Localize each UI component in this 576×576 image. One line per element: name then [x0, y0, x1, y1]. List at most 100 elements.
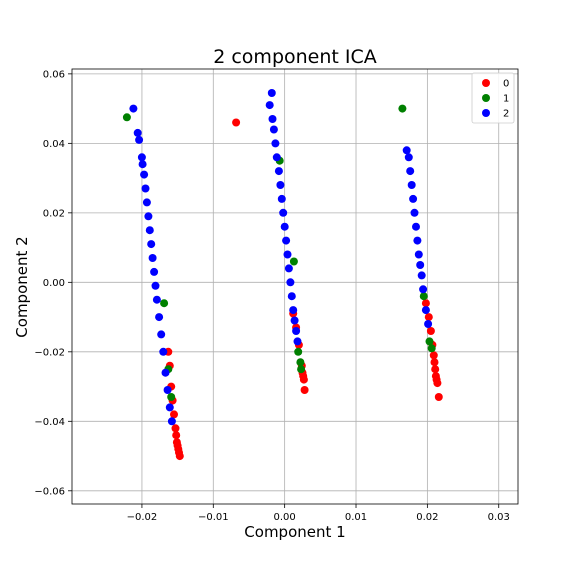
- scatter-point-1: [419, 292, 428, 301]
- x-axis-ticks: −0.02 −0.01 0.00 0.01 0.02 0.03: [127, 504, 510, 523]
- scatter-point-2: [289, 306, 298, 315]
- scatter-point-0: [300, 386, 309, 394]
- scatter-point-2: [142, 198, 151, 207]
- scatter-point-1: [294, 347, 303, 356]
- scatter-point-2: [277, 194, 286, 203]
- scatter-point-2: [409, 194, 418, 203]
- scatter-point-2: [424, 320, 433, 328]
- grid-lines: [72, 69, 518, 504]
- scatter-point-2: [283, 250, 292, 259]
- x-tick-label: 0.01: [345, 512, 367, 523]
- scatter-point-2: [135, 135, 144, 144]
- scatter-point-2: [144, 212, 153, 221]
- scatter-point-2: [268, 115, 277, 123]
- scatter-point-2: [269, 125, 278, 134]
- scatter-point-0: [172, 431, 181, 440]
- scatter-point-1: [297, 365, 306, 374]
- legend-label-2: 2: [503, 109, 509, 120]
- y-tick-label: −0.06: [34, 486, 65, 497]
- scatter-point-1: [122, 113, 131, 122]
- scatter-point-2: [155, 313, 164, 322]
- scatter-point-0: [429, 351, 438, 360]
- scatter-point-2: [150, 267, 159, 276]
- scatter-point-2: [280, 222, 289, 231]
- x-tick-label: −0.02: [127, 512, 158, 523]
- scatter-point-1: [398, 104, 407, 113]
- y-axis-ticks: −0.06 −0.04 −0.02 0.00 0.02 0.04 0.06: [34, 69, 72, 497]
- scatter-point-2: [286, 278, 295, 287]
- scatter-point-0: [175, 452, 184, 461]
- scatter-point-0: [426, 327, 435, 335]
- y-tick-label: −0.04: [34, 417, 65, 428]
- legend-box: [471, 72, 515, 124]
- scatter-point-2: [133, 128, 142, 137]
- scatter-point-2: [284, 264, 293, 273]
- scatter-point-0: [171, 424, 180, 433]
- x-tick-label: −0.01: [198, 512, 229, 523]
- scatter-point-2: [279, 208, 288, 217]
- chart-title: 2 component ICA: [213, 46, 377, 68]
- scatter-point-0: [170, 410, 178, 419]
- scatter-point-2: [165, 403, 174, 412]
- legend-marker-0: [482, 79, 490, 87]
- scatter-point-2: [414, 250, 423, 259]
- scatter-point-0: [434, 393, 443, 401]
- scatter-point-1: [425, 337, 434, 346]
- scatter-point-2: [413, 236, 422, 245]
- scatter-point-2: [410, 208, 419, 217]
- scatter-point-0: [430, 358, 439, 367]
- y-tick-label: 0.02: [43, 208, 65, 219]
- y-tick-label: 0.06: [43, 69, 65, 80]
- scatter-point-0: [433, 379, 442, 388]
- scatter-point-2: [416, 261, 425, 269]
- y-tick-label: −0.02: [34, 347, 65, 358]
- scatter-point-2: [276, 181, 285, 189]
- scatter-point-0: [299, 375, 308, 384]
- scatter-point-2: [293, 337, 302, 346]
- scatter-point-2: [404, 153, 413, 162]
- legend-marker-1: [482, 94, 490, 102]
- y-tick-label: 0.04: [43, 139, 65, 150]
- x-tick-label: 0.02: [416, 512, 438, 523]
- scatter-point-2: [267, 89, 276, 97]
- scatter-point-0: [431, 365, 440, 374]
- scatter-point-2: [265, 101, 274, 110]
- scatter-point-2: [163, 386, 172, 394]
- legend: 0 1 2: [471, 72, 515, 124]
- scatter-point-2: [419, 285, 428, 294]
- scatter-point-2: [274, 167, 283, 176]
- scatter-point-2: [148, 254, 157, 262]
- legend-label-1: 1: [503, 94, 509, 105]
- scatter-point-0: [232, 118, 241, 127]
- scatter-point-2: [145, 226, 154, 235]
- scatter-point-2: [272, 153, 281, 162]
- scatter-point-2: [151, 281, 160, 290]
- scatter-point-2: [402, 146, 411, 155]
- scatter-point-2: [159, 347, 168, 356]
- scatter-point-2: [421, 306, 430, 315]
- scatter-points: [122, 89, 443, 461]
- scatter-point-2: [412, 222, 420, 231]
- scatter-point-2: [129, 104, 138, 113]
- scatter-point-1: [289, 257, 298, 266]
- plot-frame: [71, 68, 519, 505]
- scatter-point-2: [282, 236, 291, 245]
- scatter-point-2: [287, 292, 296, 301]
- scatter-point-2: [271, 139, 280, 148]
- x-tick-label: 0.03: [488, 512, 510, 523]
- scatter-point-2: [417, 271, 426, 280]
- legend-marker-2: [482, 109, 490, 117]
- scatter-point-0: [424, 313, 433, 322]
- scatter-point-2: [167, 417, 176, 426]
- scatter-point-2: [137, 153, 146, 162]
- scatter-point-1: [160, 299, 169, 308]
- scatter-point-2: [406, 167, 415, 176]
- scatter-point-2: [141, 184, 150, 193]
- y-axis-label: Component 2: [13, 236, 31, 337]
- scatter-point-2: [161, 368, 170, 377]
- legend-label-0: 0: [503, 79, 509, 90]
- scatter-point-2: [147, 240, 156, 249]
- scatter-point-2: [407, 181, 416, 189]
- scatter-point-2: [292, 327, 301, 335]
